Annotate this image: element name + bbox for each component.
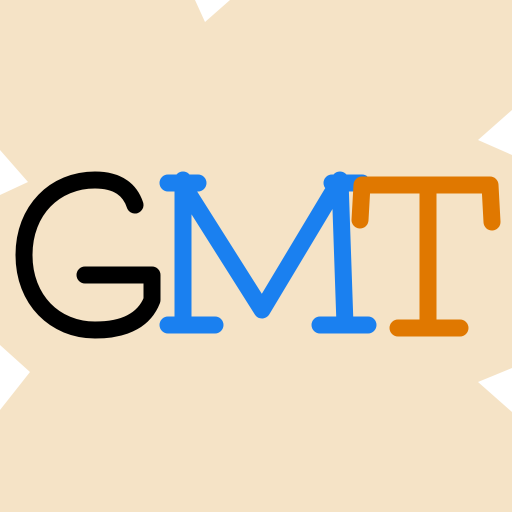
- letter-t: [351, 176, 501, 337]
- letter-m: [159, 171, 377, 334]
- letter-g: [15, 171, 161, 339]
